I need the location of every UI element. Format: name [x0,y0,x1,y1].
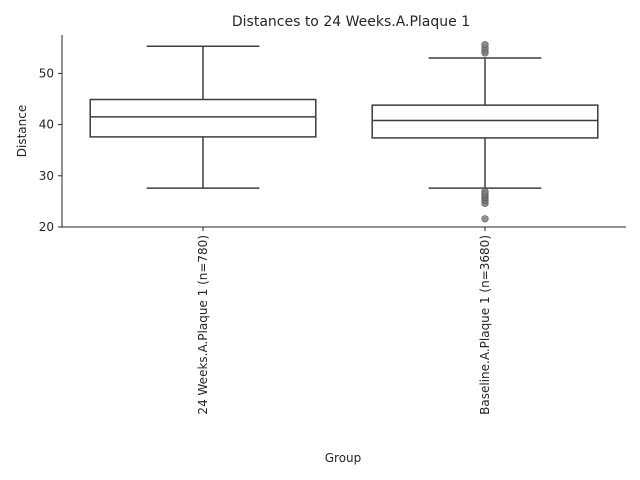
plot-area [89,41,599,223]
outlier-point [481,215,489,223]
y-tick-label: 50 [39,66,54,80]
x-tick-label: 24 Weeks.A.Plaque 1 (n=780) [196,235,210,415]
x-axis-title: Group [325,451,362,465]
y-ticks: 20 30 40 50 [39,66,62,234]
iqr-box [371,104,599,139]
outlier-point [481,188,489,196]
x-tick-label: Baseline.A.Plaque 1 (n=3680) [478,235,492,415]
x-ticks: 24 Weeks.A.Plaque 1 (n=780) Baseline.A.Pl… [196,227,492,415]
outlier-point [481,41,489,49]
box-group [371,41,599,223]
y-tick-label: 40 [39,118,54,132]
y-tick-label: 20 [39,220,54,234]
box-group [89,45,317,189]
chart-title: Distances to 24 Weeks.A.Plaque 1 [232,14,470,30]
iqr-box [89,98,317,138]
y-tick-label: 30 [39,169,54,183]
y-axis-title: Distance [15,105,29,157]
